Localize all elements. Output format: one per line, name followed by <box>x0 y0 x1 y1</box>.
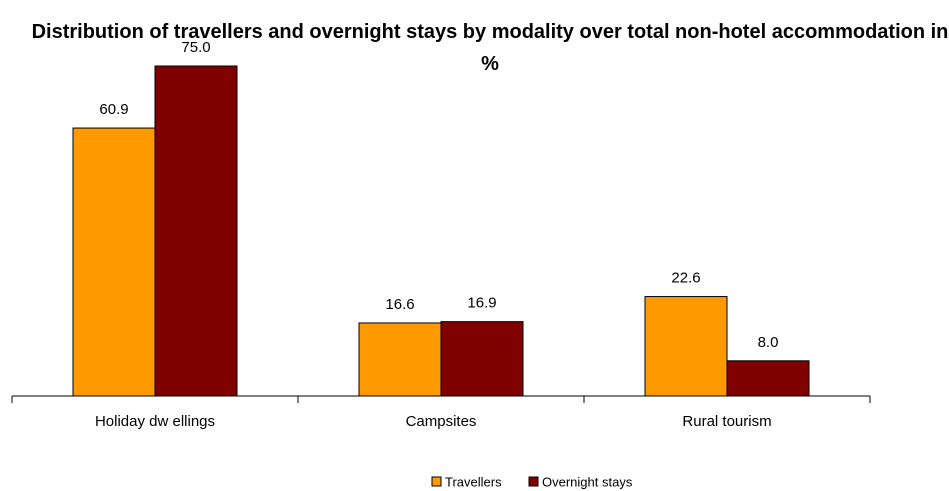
data-label: 16.9 <box>467 295 496 312</box>
chart-title: Distribution of travellers and overnight… <box>31 21 949 75</box>
x-tick-label: Rural tourism <box>682 413 771 430</box>
bar <box>726 360 810 397</box>
bar <box>644 296 728 397</box>
legend-label: Travellers <box>445 474 502 489</box>
bar <box>72 127 156 397</box>
data-label: 60.9 <box>99 101 128 118</box>
bar <box>440 321 524 397</box>
data-label: 75.0 <box>181 39 210 56</box>
bar <box>154 65 238 397</box>
bar <box>358 322 442 397</box>
x-tick-label: Holiday dw ellings <box>95 413 215 430</box>
legend-label: Overnight stays <box>542 474 633 489</box>
data-label: 22.6 <box>671 270 700 287</box>
data-label: 8.0 <box>758 334 779 351</box>
x-tick-label: Campsites <box>406 413 477 430</box>
legend-swatch <box>528 476 539 487</box>
data-label: 16.6 <box>385 296 414 313</box>
legend-swatch <box>431 476 442 487</box>
